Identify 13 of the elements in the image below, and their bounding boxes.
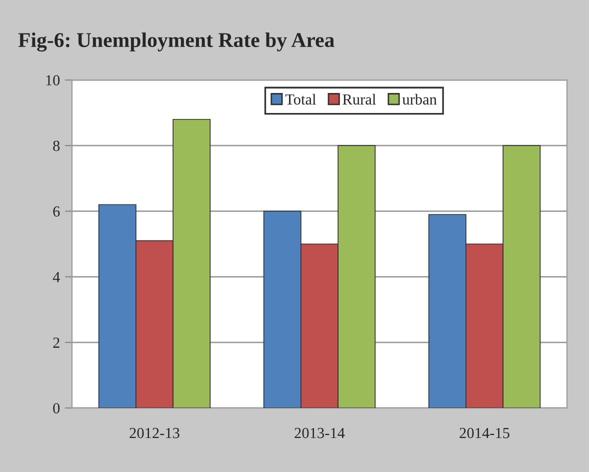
- x-tick-label: 2013-14: [294, 428, 345, 438]
- y-tick-label: 0: [53, 403, 60, 414]
- y-tick-label: 8: [53, 140, 60, 152]
- x-tick-label: 2014-15: [460, 428, 510, 438]
- y-tick-label: 10: [46, 75, 60, 86]
- legend-label: urban: [402, 94, 437, 105]
- chart-title: Fig-6: Unemployment Rate by Area: [18, 32, 334, 52]
- legend-label: Rural: [342, 94, 376, 105]
- y-tick-label: 2: [53, 338, 60, 348]
- y-tick-label: 6: [53, 206, 60, 217]
- x-tick-label: 2012-13: [130, 428, 180, 438]
- legend-label: Total: [285, 94, 316, 105]
- y-tick-label: 4: [52, 272, 60, 282]
